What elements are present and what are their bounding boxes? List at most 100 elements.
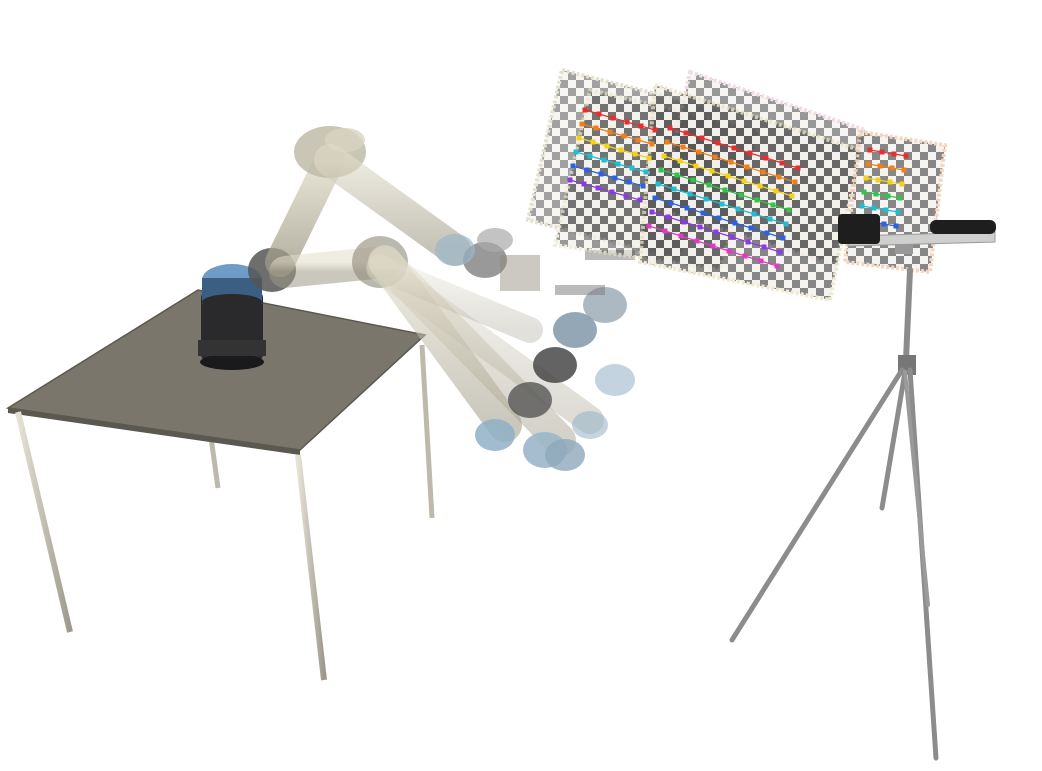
marker-link [744, 255, 762, 262]
calibration-marker [901, 167, 907, 173]
tripod [729, 267, 939, 761]
calibration-marker [667, 125, 673, 131]
marker-link [651, 211, 669, 218]
marker-link [696, 240, 714, 247]
marker-link [734, 222, 752, 229]
calibration-marker [643, 169, 649, 175]
camera [838, 214, 996, 254]
marker-link [648, 225, 666, 232]
calibration-marker [593, 125, 599, 131]
marker-link [698, 151, 716, 158]
marker-link [686, 207, 704, 214]
depth-sensor-bar [930, 220, 996, 234]
marker-link [683, 221, 701, 228]
marker-link [781, 162, 799, 169]
calibration-marker [903, 153, 909, 159]
marker-link [762, 171, 780, 178]
marker-link [673, 188, 691, 195]
marker-link [695, 165, 713, 172]
table-leg-front-right [295, 454, 327, 681]
marker-link [778, 176, 796, 183]
calibration-marker [637, 197, 643, 203]
marker-link [670, 202, 688, 209]
marker-link [740, 194, 758, 201]
marker-link [730, 161, 748, 168]
marker-link [724, 189, 742, 196]
calibration-markers [567, 107, 909, 269]
marker-link [763, 246, 781, 253]
marker-link [733, 147, 751, 154]
calibration-marker [786, 207, 792, 213]
marker-link [701, 137, 719, 144]
marker-link [727, 175, 745, 182]
calibration-marker [783, 221, 789, 227]
tripod-mast [903, 267, 913, 363]
tripod-leg-middle [879, 369, 908, 511]
marker-link [753, 213, 771, 220]
marker-link [737, 208, 755, 215]
marker-link [759, 185, 777, 192]
table-top-edge [8, 408, 300, 455]
marker-link [756, 199, 774, 206]
marker-link [663, 155, 681, 162]
marker-link [715, 231, 733, 238]
calibration-marker [774, 263, 780, 269]
marker-link [660, 169, 678, 176]
marker-link [667, 216, 685, 223]
marker-link [766, 232, 784, 239]
table-leg-front-left [15, 411, 73, 633]
marker-link [728, 250, 746, 257]
marker-link [749, 152, 767, 159]
marker-link [714, 156, 732, 163]
marker-link [689, 193, 707, 200]
marker-link [750, 227, 768, 234]
calibration-marker [646, 155, 652, 161]
table-leg-back-right [419, 344, 435, 519]
calibration-marker [649, 141, 655, 147]
table [5, 289, 435, 681]
calibration-marker [780, 235, 786, 241]
calibration-marker [777, 249, 783, 255]
calibration-marker [652, 127, 658, 133]
marker-link [718, 217, 736, 224]
calibration-marker [792, 179, 798, 185]
marker-link [760, 260, 778, 267]
marker-link [772, 204, 790, 211]
wrist-cluster [435, 228, 635, 471]
marker-link [717, 142, 735, 149]
marker-link [721, 203, 739, 210]
calibration-marker [789, 193, 795, 199]
marker-link [711, 170, 729, 177]
calibration-marker [893, 223, 899, 229]
marker-link [769, 218, 787, 225]
robot-base [198, 264, 266, 370]
marker-link [657, 183, 675, 190]
marker-link [676, 174, 694, 181]
marker-link [743, 180, 761, 187]
marker-link [680, 235, 698, 242]
marker-link [692, 179, 710, 186]
marker-link [679, 160, 697, 167]
calibration-board-4 [637, 82, 863, 303]
marker-link [731, 236, 749, 243]
calibration-marker [640, 183, 646, 189]
calibration-marker [897, 195, 903, 201]
marker-link [666, 141, 684, 148]
marker-link [746, 166, 764, 173]
marker-link [708, 184, 726, 191]
calibration-marker [795, 165, 801, 171]
camera-body [838, 214, 880, 244]
marker-link [664, 230, 682, 237]
marker-link [669, 127, 687, 134]
calibration-marker [899, 181, 905, 187]
marker-link [699, 226, 717, 233]
calibration-boards [525, 67, 948, 303]
marker-link [765, 157, 783, 164]
marker-link [712, 245, 730, 252]
calibration-marker [895, 209, 901, 215]
tripod-leg-left [729, 367, 905, 643]
marker-link [682, 146, 700, 153]
marker-link [775, 190, 793, 197]
marker-link [705, 198, 723, 205]
